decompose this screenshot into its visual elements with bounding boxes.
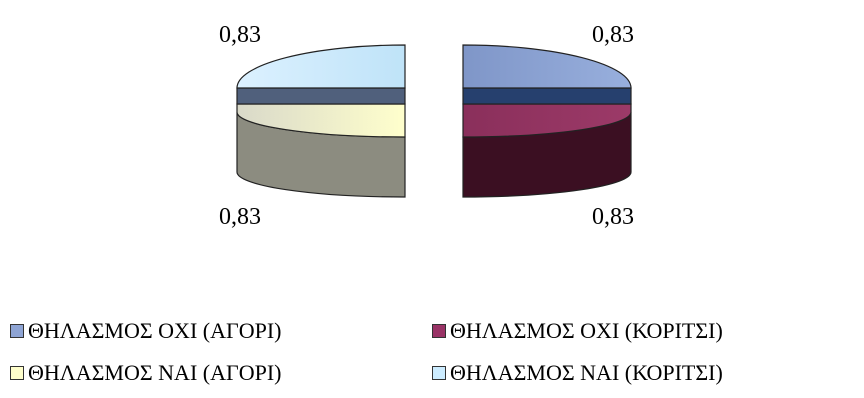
legend-swatch-boy-yes [10, 366, 24, 380]
legend-label-boy-no: ΘΗΛΑΣΜΟΣ ΟΧΙ (ΑΓΟΡΙ) [28, 318, 282, 343]
slice-boy-no [236, 44, 406, 89]
pie-left-half [236, 44, 406, 198]
data-label-bottom-right: 0,83 [592, 204, 634, 230]
legend-item-boy-no: ΘΗΛΑΣΜΟΣ ΟΧΙ (ΑΓΟΡΙ) [10, 318, 432, 344]
legend-swatch-girl-no [432, 324, 446, 338]
pie-chart: 0,83 0,83 0,83 0,83 [219, 22, 634, 230]
legend: ΘΗΛΑΣΜΟΣ ΟΧΙ (ΑΓΟΡΙ) ΘΗΛΑΣΜΟΣ ΟΧΙ (ΚΟΡΙΤ… [10, 314, 860, 398]
data-label-bottom-left: 0,83 [219, 204, 261, 230]
slice-boy-yes [236, 103, 406, 138]
data-label-top-left: 0,83 [219, 22, 261, 48]
slice-girl-yes-face [462, 87, 632, 105]
data-label-top-right: 0,83 [592, 22, 634, 48]
legend-label-boy-yes: ΘΗΛΑΣΜΟΣ ΝΑΙ (ΑΓΟΡΙ) [28, 360, 282, 385]
legend-swatch-girl-yes [432, 366, 446, 380]
legend-item-boy-yes: ΘΗΛΑΣΜΟΣ ΝΑΙ (ΑΓΟΡΙ) [10, 360, 432, 386]
legend-item-girl-yes: ΘΗΛΑΣΜΟΣ ΝΑΙ (ΚΟΡΙΤΣΙ) [432, 360, 723, 386]
legend-label-girl-yes: ΘΗΛΑΣΜΟΣ ΝΑΙ (ΚΟΡΙΤΣΙ) [450, 360, 723, 385]
legend-item-girl-no: ΘΗΛΑΣΜΟΣ ΟΧΙ (ΚΟΡΙΤΣΙ) [432, 318, 723, 344]
legend-swatch-boy-no [10, 324, 24, 338]
slice-girl-yes [462, 44, 632, 89]
slice-girl-no [462, 103, 632, 138]
slice-boy-no-face [236, 87, 406, 105]
pie-right-half [462, 44, 632, 198]
legend-row: ΘΗΛΑΣΜΟΣ ΝΑΙ (ΑΓΟΡΙ) ΘΗΛΑΣΜΟΣ ΝΑΙ (ΚΟΡΙΤ… [10, 356, 860, 390]
legend-label-girl-no: ΘΗΛΑΣΜΟΣ ΟΧΙ (ΚΟΡΙΤΣΙ) [450, 318, 723, 343]
legend-row: ΘΗΛΑΣΜΟΣ ΟΧΙ (ΑΓΟΡΙ) ΘΗΛΑΣΜΟΣ ΟΧΙ (ΚΟΡΙΤ… [10, 314, 860, 348]
